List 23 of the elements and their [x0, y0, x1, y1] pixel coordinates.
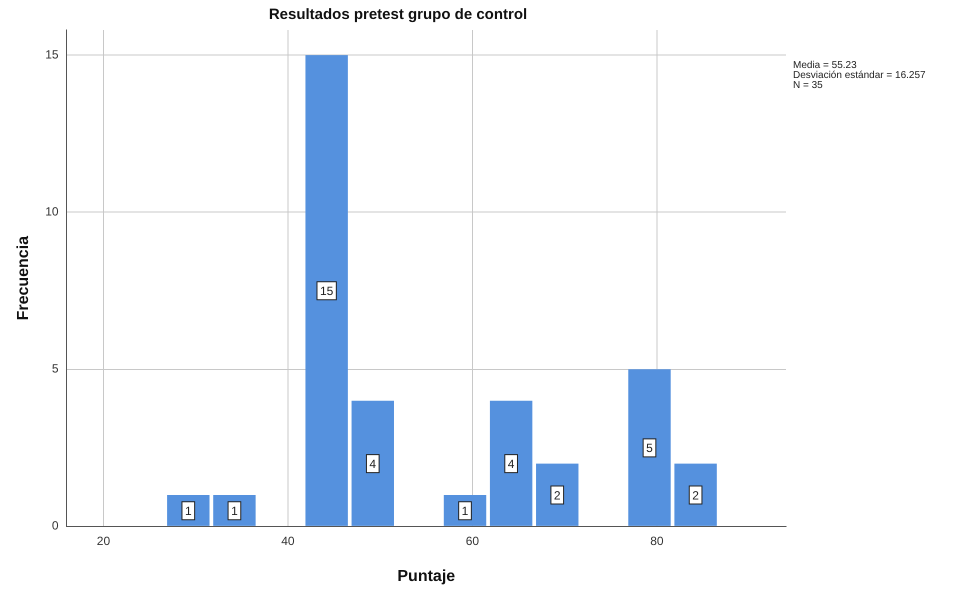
y-axis-title: Frecuencia [15, 236, 32, 320]
chart-title: Resultados pretest grupo de control [268, 6, 528, 24]
text: Media = 55.23 [793, 60, 858, 71]
data-label: 4 [369, 456, 376, 471]
data-label: 1 [184, 504, 192, 518]
data-label: 15 [320, 284, 334, 298]
text: Desviación estándar = 16.257 [793, 70, 926, 81]
y-tick-label: 15 [45, 47, 59, 62]
x-tick-label: 20 [96, 534, 110, 548]
data-label: 4 [508, 456, 515, 471]
x-tick-label: 80 [650, 534, 664, 548]
text: N = 35 [793, 80, 824, 91]
x-axis-title: Puntaje [397, 568, 456, 585]
data-label: 5 [646, 441, 654, 456]
y-tick-label: 10 [45, 204, 59, 219]
data-label: 2 [692, 488, 700, 502]
y-tick-label: 5 [52, 362, 59, 376]
data-label: 1 [231, 504, 238, 518]
data-label: 1 [462, 504, 469, 518]
x-tick-label: 60 [466, 534, 480, 548]
y-tick-label: 0 [52, 518, 59, 533]
x-tick-label: 40 [281, 534, 295, 548]
data-label: 2 [554, 488, 561, 502]
